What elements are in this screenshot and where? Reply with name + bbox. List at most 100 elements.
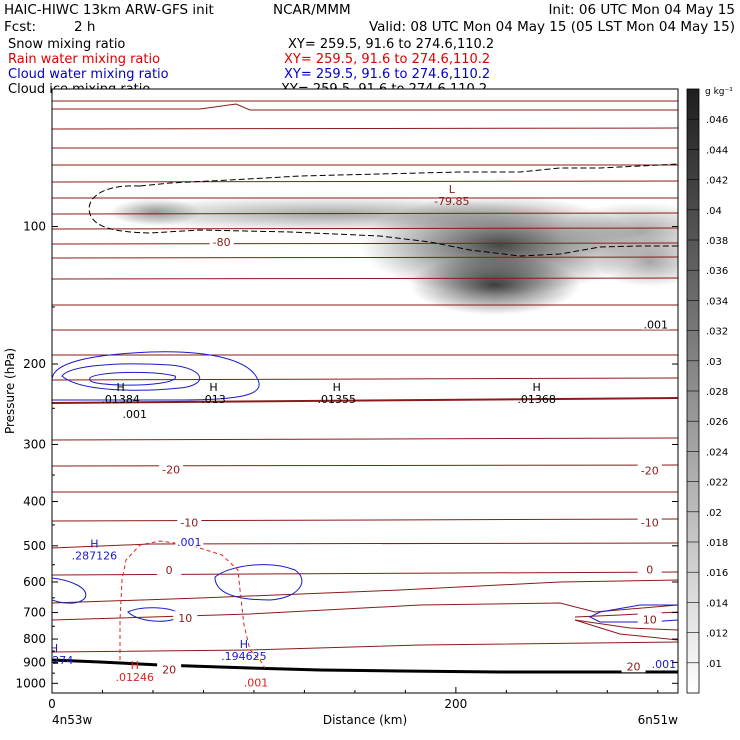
colorbar-tick-label: .016 bbox=[706, 568, 728, 579]
snow-shade-left bbox=[110, 198, 200, 226]
isotherm bbox=[52, 579, 678, 604]
contour-value-label: .001 bbox=[652, 658, 677, 671]
y-tick-label: 800 bbox=[23, 632, 46, 646]
colorbar-tick-label: .04 bbox=[706, 206, 722, 217]
isotherm-label: -10 bbox=[641, 517, 659, 530]
extremum-value: .01384 bbox=[101, 393, 140, 406]
isotherm bbox=[52, 542, 678, 549]
extremum-value: .01368 bbox=[517, 393, 556, 406]
extremum-value: .01246 bbox=[116, 671, 155, 684]
contour-value-label: .001 bbox=[644, 319, 669, 332]
rain-water-contour bbox=[119, 540, 266, 669]
isotherm-label-bg bbox=[637, 515, 662, 529]
field-label-snow: Snow mixing ratio bbox=[8, 37, 125, 52]
contour-label-bg bbox=[241, 675, 270, 688]
colorbar-tick-label: .01 bbox=[706, 659, 722, 670]
y-tick-label: 100 bbox=[23, 220, 46, 234]
y-tick-label: 700 bbox=[23, 606, 46, 620]
isotherm bbox=[52, 212, 678, 215]
extremum-value: .287126 bbox=[72, 550, 118, 563]
extremum-marker: H bbox=[533, 381, 541, 394]
isotherm-label-bg bbox=[177, 515, 202, 529]
snow-shade-lower bbox=[410, 255, 580, 315]
isotherm-label: 0 bbox=[646, 563, 653, 576]
isotherm-label-bg bbox=[637, 463, 662, 477]
x-tick-label: 0 bbox=[48, 697, 56, 711]
isotherm-label-bg bbox=[159, 462, 184, 476]
x-axis-label: Distance (km) bbox=[323, 713, 407, 727]
isotherm-label: 20 bbox=[162, 663, 176, 676]
extremum-marker: H bbox=[240, 638, 248, 651]
isotherm bbox=[52, 103, 678, 111]
isotherm-label-bg bbox=[209, 234, 234, 248]
contour-labels: -80 -20 -20 -10 -10 0 0 10 10 20 20 .001 .001 .001 .00… bbox=[50, 183, 678, 689]
colorbar-unit: g kg⁻¹ bbox=[705, 87, 733, 97]
extremum-marker: H bbox=[50, 642, 58, 655]
contour-label-bg bbox=[649, 657, 678, 670]
colorbar-tick-label: .018 bbox=[706, 538, 728, 549]
extremum-marker: L bbox=[449, 183, 456, 196]
isotherm-label-bg bbox=[637, 612, 662, 626]
cloud-water-contour bbox=[52, 577, 87, 604]
colorbar-ticks: .046 .044 .042 .04 .038 .036 .034 .032 .03 .028 .0… bbox=[687, 115, 728, 670]
colorbar-tick-label: .044 bbox=[706, 145, 728, 156]
colorbar-tick-label: .046 bbox=[706, 115, 728, 126]
colorbar-tick-label: .036 bbox=[706, 266, 728, 277]
colorbar-tick-label: .014 bbox=[706, 598, 728, 609]
plot-background bbox=[52, 89, 678, 693]
y-axis-label: Pressure (hPa) bbox=[3, 348, 17, 434]
org-label: NCAR/MMM bbox=[273, 2, 351, 18]
isotherm bbox=[52, 518, 678, 522]
cloud-water-contour bbox=[89, 371, 176, 386]
isotherm-label: 10 bbox=[178, 612, 192, 625]
isotherm-0c bbox=[52, 397, 678, 404]
extremum-marker: H bbox=[117, 381, 125, 394]
y-tick-label: 600 bbox=[23, 575, 46, 589]
y-tick-label: 1000 bbox=[15, 676, 46, 690]
init-time: Init: 06 UTC Mon 04 May 15 bbox=[548, 2, 735, 18]
contour-label-bg bbox=[120, 406, 149, 419]
isotherm-label-bg bbox=[621, 659, 646, 673]
extremum-value: .01355 bbox=[317, 393, 356, 406]
isotherm bbox=[52, 377, 678, 381]
right-point-label: 6n51w bbox=[638, 713, 679, 727]
model-title: HAIC-HIWC 13km ARW-GFS init bbox=[4, 2, 214, 18]
colorbar-tick-label: .026 bbox=[706, 417, 728, 428]
isotherm-label: 10 bbox=[643, 614, 657, 627]
colorbar-tick-label: .038 bbox=[706, 236, 728, 247]
field-xy-cloud-water: XY= 259.5, 91.6 to 274.6,110.2 bbox=[284, 67, 490, 82]
field-legend: Snow mixing ratio XY= 259.5, 91.6 to 274… bbox=[8, 37, 494, 97]
contour-label-bg bbox=[175, 534, 204, 547]
field-label-rain: Rain water mixing ratio bbox=[8, 52, 160, 67]
colorbar-tick-label: .042 bbox=[706, 176, 728, 187]
extremum-value: .194625 bbox=[221, 650, 267, 663]
colorbar-tick-label: .034 bbox=[706, 296, 728, 307]
contour-label-bg bbox=[641, 317, 670, 330]
isotherm bbox=[52, 227, 678, 230]
cloud-ice-contour bbox=[88, 163, 678, 257]
cloud-water-contour bbox=[61, 363, 201, 391]
cloud-water-contour bbox=[52, 351, 260, 401]
isotherm-label: -20 bbox=[162, 463, 180, 476]
isotherm bbox=[52, 641, 678, 653]
cloud-water-contours bbox=[52, 351, 678, 623]
colorbar-tick-label: .03 bbox=[706, 357, 722, 368]
isotherm bbox=[52, 127, 678, 130]
isotherm-label: 20 bbox=[627, 660, 641, 673]
contour-value-label: .001 bbox=[244, 676, 269, 689]
fcst-label: Fcst: bbox=[4, 19, 36, 35]
isotherm bbox=[52, 437, 678, 441]
x-tick-label: 200 bbox=[444, 697, 467, 711]
fcst-value: 2 h bbox=[74, 19, 95, 35]
isotherm bbox=[52, 464, 678, 467]
colorbar-tick-label: .024 bbox=[706, 447, 728, 458]
colorbar-tick-label: .012 bbox=[706, 629, 728, 640]
isotherm bbox=[574, 619, 678, 631]
plot-area: -80 -20 -20 -10 -10 0 0 10 10 20 20 .001 .001 .001 .00… bbox=[50, 89, 678, 693]
extremum-marker: H bbox=[209, 381, 217, 394]
isotherm-label-bg bbox=[637, 562, 662, 576]
field-xy-snow: XY= 259.5, 91.6 to 274.6,110.2 bbox=[288, 37, 494, 52]
isotherm-label: -80 bbox=[213, 236, 231, 249]
